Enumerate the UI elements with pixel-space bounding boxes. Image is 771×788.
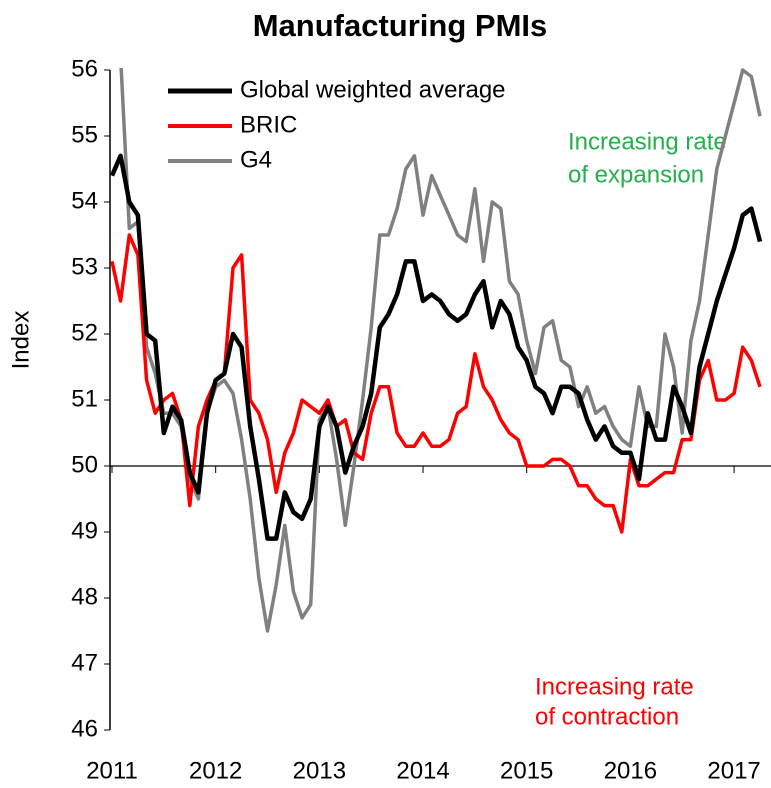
y-tick-label: 55 (71, 121, 98, 148)
y-tick-label: 51 (71, 385, 98, 412)
y-tick-label: 56 (71, 55, 98, 82)
y-tick-label: 49 (71, 517, 98, 544)
y-tick-label: 46 (71, 715, 98, 742)
plot (109, 68, 763, 633)
x-tick-label: 2013 (293, 757, 346, 784)
x-tick-label: 2015 (500, 757, 553, 784)
legend-label: BRIC (240, 111, 297, 138)
x-tick-label: 2014 (396, 757, 449, 784)
y-tick-label: 53 (71, 253, 98, 280)
y-tick-label: 52 (71, 319, 98, 346)
y-tick-label: 47 (71, 649, 98, 676)
x-tick-label: 2017 (707, 757, 760, 784)
annotation: Increasing rate (535, 673, 694, 700)
y-tick-label: 48 (71, 583, 98, 610)
x-tick-label: 2011 (86, 757, 138, 784)
legend-label: G4 (240, 146, 272, 173)
line-series (109, 153, 763, 541)
annotation: of expansion (568, 161, 704, 188)
chart-title: Manufacturing PMIs (253, 8, 548, 43)
annotation: Increasing rate (568, 128, 727, 155)
y-tick-label: 50 (71, 451, 98, 478)
annotation: of contraction (535, 703, 679, 730)
legend-label: Global weighted average (240, 76, 506, 103)
line-series (110, 233, 762, 534)
y-axis-label: Index (7, 311, 34, 370)
x-tick-label: 2016 (604, 757, 657, 784)
x-tick-label: 2012 (189, 757, 242, 784)
y-tick-label: 54 (71, 187, 98, 214)
